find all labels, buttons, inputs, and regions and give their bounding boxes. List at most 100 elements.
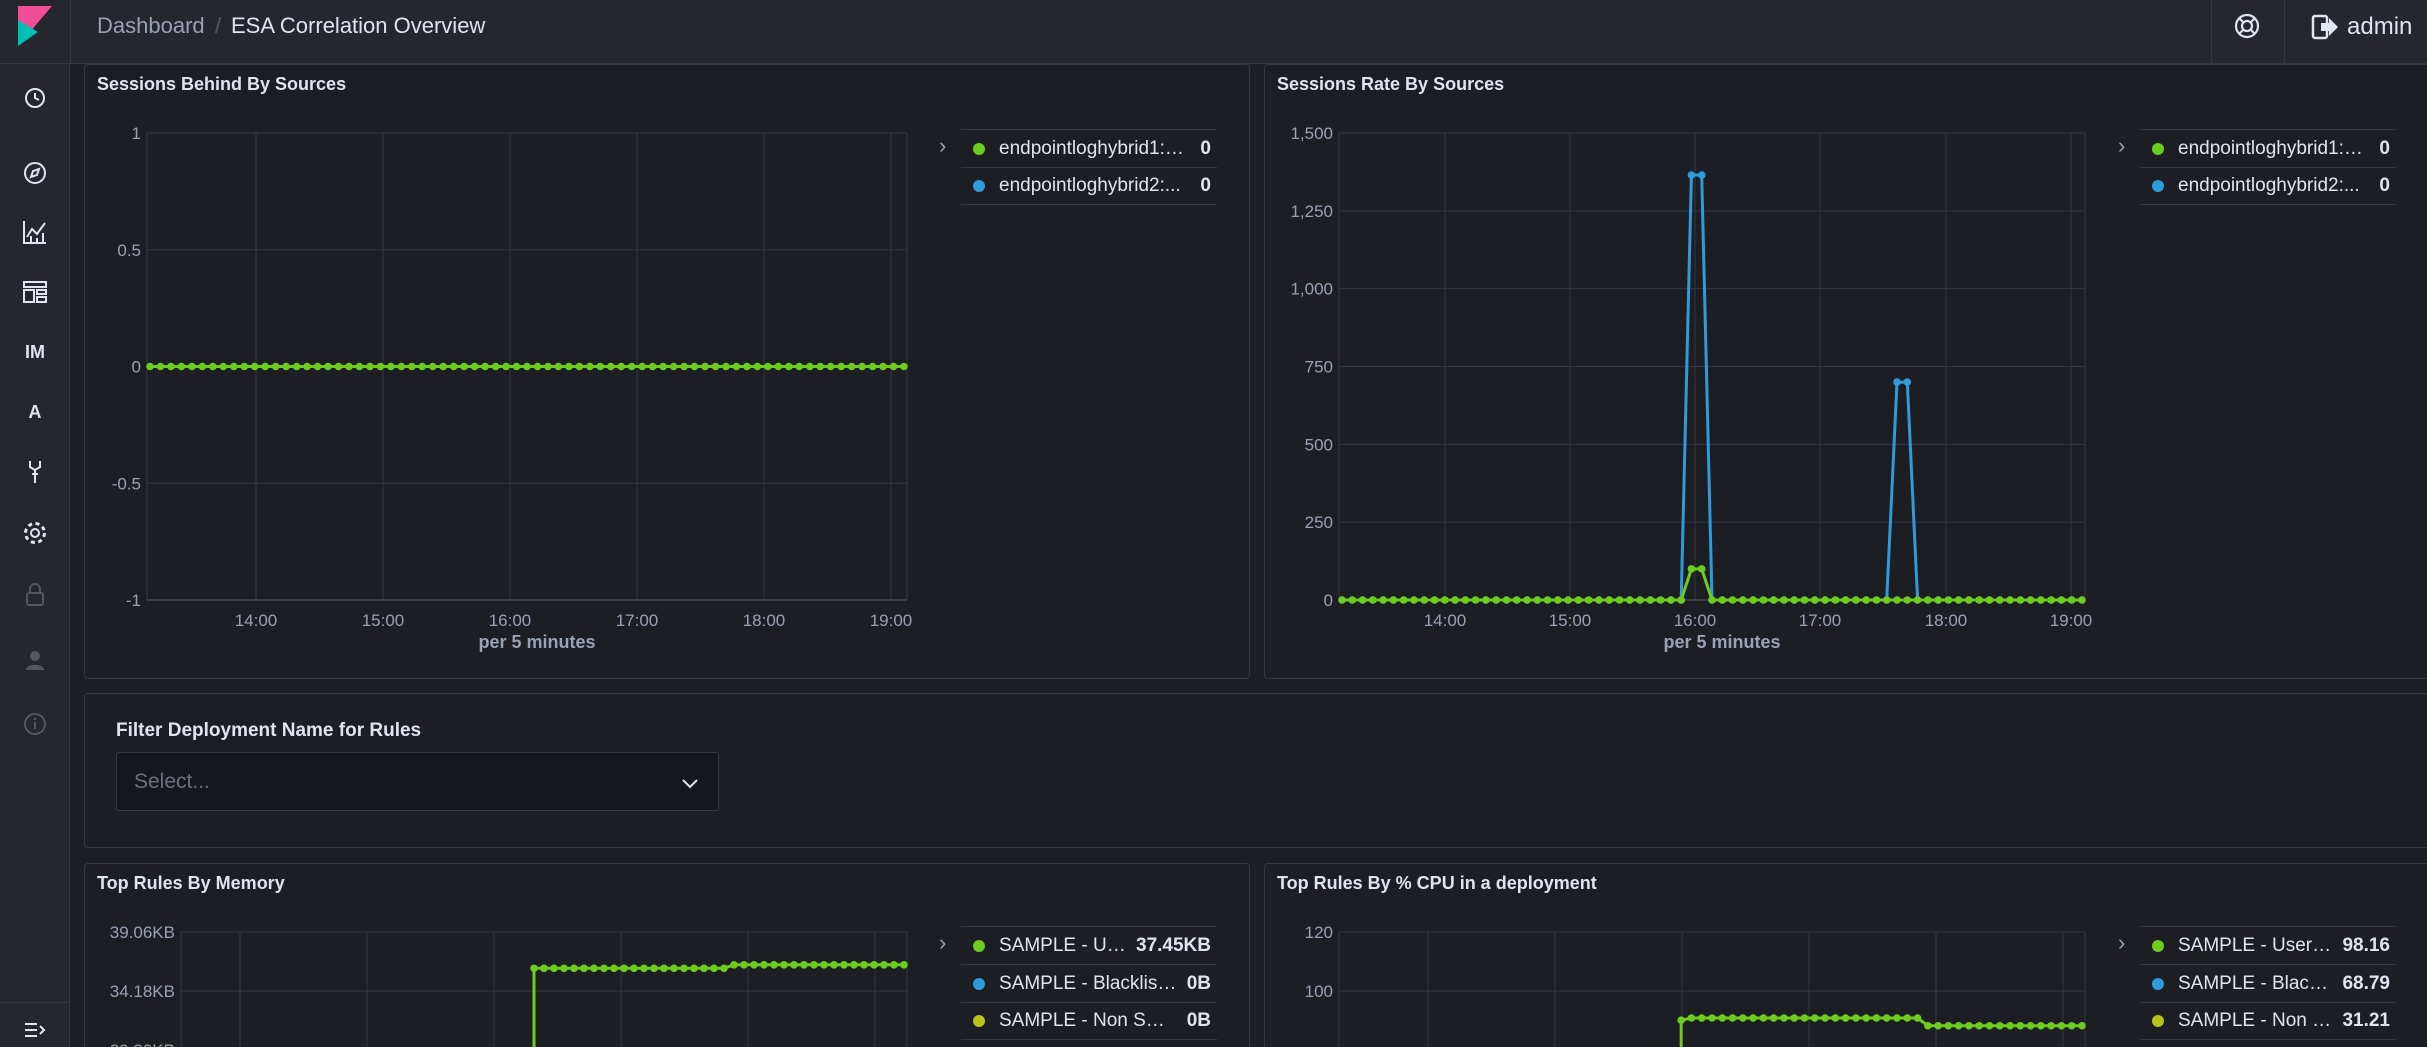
data-point — [1975, 596, 1984, 604]
data-point — [156, 362, 165, 371]
data-point — [760, 960, 768, 969]
panel-title: Sessions Behind By Sources — [97, 74, 347, 94]
data-point — [1348, 596, 1357, 604]
data-point — [1975, 1021, 1984, 1030]
data-point — [1810, 1014, 1819, 1022]
clock-icon[interactable] — [20, 83, 50, 113]
data-point — [2016, 596, 2025, 604]
panel-title: Sessions Rate By Sources — [1277, 74, 1505, 94]
legend-item[interactable]: SAMPLE - Non SM... 0B — [961, 1002, 1217, 1040]
data-point — [1667, 596, 1675, 604]
y-tick-label: 39.06KB — [110, 923, 175, 942]
legend-value: 98.16 — [2342, 934, 2390, 956]
legend: › endpointloghybrid1:5... 0 endpointlogh… — [2118, 129, 2396, 205]
data-point — [830, 960, 838, 969]
y-tick-label: 1 — [132, 124, 141, 143]
im-icon[interactable]: IM — [25, 341, 45, 362]
top-memory-chart: 39.06KB 34.18KB 29.30KB — [110, 923, 908, 1047]
legend-toggle-icon[interactable]: › — [939, 133, 947, 158]
data-point — [355, 362, 364, 371]
a-icon[interactable]: A — [28, 401, 42, 422]
legend-dot — [973, 142, 985, 155]
data-point — [860, 960, 868, 969]
data-point — [1780, 1014, 1788, 1022]
y-tick-label: 250 — [1305, 513, 1333, 532]
data-point — [753, 362, 762, 371]
legend-label: endpointloghybrid1:5... — [2178, 137, 2370, 159]
data-point — [1913, 596, 1922, 604]
data-point — [2047, 596, 2055, 604]
data-point — [376, 362, 385, 371]
data-point — [1821, 596, 1829, 604]
legend: › SAMPLE - User ... 98.16 SAMPLE - Black… — [2118, 926, 2396, 1040]
data-point — [1338, 596, 1346, 604]
legend-item[interactable]: SAMPLE - Blacklist ... 0B — [961, 964, 1217, 1002]
data-point — [460, 362, 468, 371]
legend-item[interactable]: SAMPLE - Blackl... 68.79 — [2140, 964, 2396, 1002]
data-point — [1379, 596, 1387, 604]
data-point — [710, 964, 718, 973]
data-point — [271, 362, 280, 371]
data-point — [261, 362, 269, 371]
data-point — [1893, 1014, 1901, 1022]
data-point — [1708, 1014, 1716, 1022]
data-point — [1769, 1014, 1778, 1022]
data-point — [764, 362, 772, 371]
data-point — [669, 362, 678, 371]
legend-toggle-icon[interactable]: › — [2118, 133, 2126, 158]
y-tick-label: 0 — [132, 358, 141, 377]
chart-icon[interactable] — [20, 217, 50, 247]
panel-sessions-behind: Sessions Behind By Sources 1 0.5 0 -0.5 -1 14… — [84, 64, 1250, 679]
help-icon[interactable] — [2232, 11, 2262, 41]
legend-item[interactable]: SAMPLE - Us... 37.45KB — [961, 926, 1217, 964]
y-tick-label: 0 — [1324, 591, 1333, 610]
data-point — [345, 362, 353, 371]
data-point — [1872, 596, 1881, 604]
x-tick-label: 17:00 — [1799, 611, 1842, 630]
data-point — [1697, 171, 1706, 179]
legend-item[interactable]: endpointloghybrid2:... 0 — [2140, 167, 2396, 205]
data-point — [303, 362, 311, 371]
data-point — [1605, 596, 1614, 604]
data-point — [850, 960, 858, 969]
data-point — [870, 960, 878, 969]
y-tick-label: 0.5 — [117, 241, 141, 260]
legend-item[interactable]: SAMPLE - User ... 98.16 — [2140, 926, 2396, 964]
deployment-select[interactable]: Select... — [116, 752, 719, 811]
legend-toggle-icon[interactable]: › — [2118, 930, 2126, 955]
dashboard-icon[interactable] — [20, 277, 50, 307]
legend-item[interactable]: endpointloghybrid2:... 0 — [961, 167, 1217, 205]
user-menu-button[interactable]: admin — [2311, 10, 2412, 44]
compass-icon[interactable] — [20, 158, 50, 188]
kibana-logo[interactable] — [18, 6, 52, 46]
data-point — [1451, 596, 1459, 604]
legend-item[interactable]: endpointloghybrid1:5... 0 — [2140, 129, 2396, 167]
data-point — [627, 362, 636, 371]
data-point — [1985, 596, 1994, 604]
breadcrumb-separator: / — [215, 13, 222, 38]
data-point — [1749, 1014, 1757, 1022]
data-point — [785, 362, 793, 371]
data-point — [2037, 596, 2045, 604]
data-point — [1687, 1014, 1696, 1022]
legend-toggle-icon[interactable]: › — [939, 930, 947, 955]
legend-value: 0 — [2379, 137, 2390, 159]
breadcrumb-dashboard[interactable]: Dashboard — [97, 13, 205, 38]
data-point — [837, 362, 845, 371]
legend-item[interactable]: SAMPLE - Non S... 31.21 — [2140, 1002, 2396, 1040]
wrench-icon[interactable] — [20, 457, 50, 487]
menu-collapse-icon[interactable] — [20, 1015, 50, 1045]
data-point — [810, 960, 818, 969]
legend-label: SAMPLE - User ... — [2178, 934, 2333, 956]
data-point — [1934, 596, 1942, 604]
data-point — [523, 362, 531, 371]
legend-item[interactable]: endpointloghybrid1:5... 0 — [961, 129, 1217, 167]
data-point — [1821, 1014, 1829, 1022]
data-point — [533, 362, 542, 371]
data-point — [900, 960, 908, 969]
legend: › SAMPLE - Us... 37.45KB SAMPLE - Blackl… — [939, 926, 1217, 1040]
top-bar: Dashboard / ESA Correlation Overview adm… — [0, 0, 2427, 64]
gear-icon[interactable] — [20, 518, 50, 548]
data-point — [1677, 1016, 1685, 1024]
data-point — [2006, 1021, 2014, 1030]
